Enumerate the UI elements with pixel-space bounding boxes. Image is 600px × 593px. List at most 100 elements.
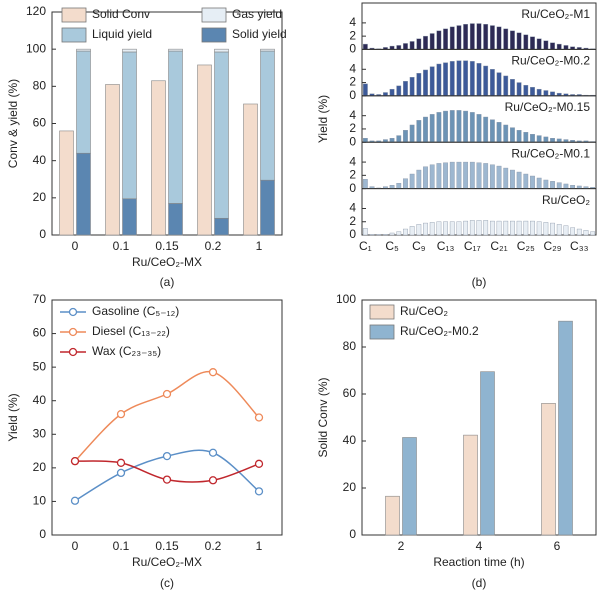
bar-segment [122, 51, 137, 200]
bar [463, 161, 469, 189]
bar [543, 90, 549, 97]
y-tick-label: 60 [343, 386, 357, 400]
bar [423, 166, 428, 189]
x-tick-label: 0 [72, 539, 79, 553]
y-tick-label: 2 [349, 214, 356, 228]
bar [396, 183, 402, 189]
bar [503, 75, 509, 96]
bar [530, 134, 535, 143]
legend-label: Liquid yield [92, 27, 152, 41]
y-tick-label: 0 [349, 134, 356, 148]
bar [383, 234, 388, 236]
bar [550, 42, 555, 50]
x-axis-label: Reaction time (h) [433, 555, 524, 569]
bar [530, 36, 535, 50]
bar-segment [168, 203, 183, 236]
x-tick-label: 0 [72, 239, 79, 253]
bar [556, 182, 562, 189]
series-label: Ru/CeO₂ [542, 193, 590, 207]
bar [550, 181, 555, 189]
bar [516, 130, 522, 143]
bar [476, 220, 482, 236]
bar [516, 32, 522, 50]
y-tick-label: 0 [349, 88, 356, 102]
y-tick-label: 2 [349, 121, 356, 135]
point [116, 468, 126, 478]
legend-marker [68, 327, 78, 337]
point [254, 459, 264, 468]
bar [510, 30, 515, 50]
y-tick-label: 80 [33, 79, 47, 93]
point [162, 389, 172, 399]
bar [436, 112, 442, 143]
panel-label: (b) [472, 275, 487, 289]
bar [496, 72, 502, 96]
bar [423, 69, 428, 96]
legend-label: Ru/CeO₂ [400, 304, 448, 318]
bar [456, 221, 462, 236]
bar [443, 221, 448, 236]
bar [423, 222, 428, 236]
x-tick-label: C₅ [385, 239, 399, 253]
series-label: Ru/CeO₂-M1 [521, 7, 590, 21]
bar [463, 110, 469, 143]
bar [483, 24, 489, 50]
bar [403, 81, 408, 96]
y-tick-label: 30 [33, 426, 47, 440]
bar [436, 221, 442, 236]
x-tick-label: C₂₉ [543, 239, 561, 253]
bar [362, 43, 368, 50]
bar [456, 25, 462, 50]
series-label: Ru/CeO₂-M0.2 [511, 54, 590, 68]
y-tick-label: 70 [33, 292, 47, 306]
point [162, 451, 172, 461]
x-tick-label: 1 [256, 239, 263, 253]
x-axis-label: Ru/CeO₂-MX [132, 555, 202, 569]
y-tick-label: 80 [343, 339, 357, 353]
legend-label: Wax (C₂₃₋₃₅) [92, 344, 161, 358]
bar [483, 220, 489, 236]
y-tick-label: 0 [39, 527, 46, 541]
bar [523, 173, 529, 189]
bar [436, 163, 442, 189]
bar [362, 179, 368, 189]
bar-segment [260, 50, 275, 181]
bar [456, 110, 462, 143]
bar [389, 88, 395, 96]
bar-segment [76, 152, 91, 236]
bar [389, 138, 395, 143]
bar [530, 220, 535, 236]
bar [476, 23, 482, 50]
bar [510, 169, 515, 189]
x-tick-label: 4 [476, 539, 483, 553]
bar [396, 231, 402, 236]
bar [105, 84, 120, 236]
bar [151, 80, 166, 236]
bar [536, 177, 542, 189]
bar [409, 173, 415, 189]
y-tick-label: 20 [33, 190, 47, 204]
bar [423, 116, 428, 143]
y-tick-label: 2 [349, 75, 356, 89]
y-tick-label: 60 [33, 116, 47, 130]
bar [503, 124, 509, 143]
bar [489, 69, 495, 96]
bar [456, 161, 462, 189]
bar [503, 28, 509, 50]
bar [409, 226, 415, 236]
point [208, 476, 218, 485]
bar [536, 221, 542, 236]
legend-swatch [369, 304, 395, 320]
bar [449, 26, 455, 50]
legend-swatch [201, 7, 227, 23]
bar [558, 320, 573, 536]
bar [543, 179, 549, 189]
x-tick-label: 0.15 [155, 539, 179, 553]
y-tick-label: 100 [336, 292, 356, 306]
y-tick-label: 2 [349, 168, 356, 182]
x-tick-label: C₂₁ [490, 239, 507, 253]
x-tick-label: 0.2 [205, 239, 222, 253]
legend-marker [68, 347, 78, 357]
bar [403, 130, 408, 143]
